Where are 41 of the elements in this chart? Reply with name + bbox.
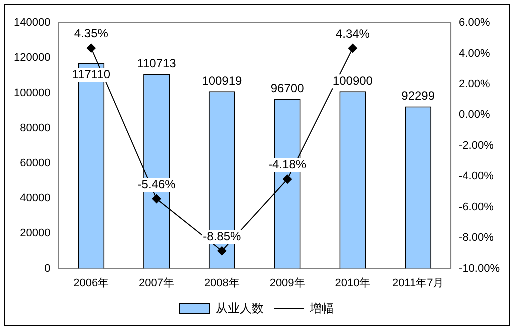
y-tick-label: 80000 [20, 122, 51, 134]
y2-tick-label: -6.00% [459, 201, 494, 214]
data-label: 100900 [332, 74, 374, 88]
point [152, 194, 162, 204]
y2-tick-label: 2.00% [459, 78, 490, 90]
y-tick-label: 60000 [20, 157, 51, 170]
x-tick-label: 2010年 [335, 277, 371, 290]
data-label: 96700 [270, 81, 305, 96]
x-tick-label: 2011年7月 [392, 277, 444, 290]
x-tick-label: 2009年 [270, 277, 306, 290]
y2-tick-label: 6.00% [459, 17, 490, 30]
y-tick-label: 100000 [14, 87, 51, 100]
x-tick-label: 2006年 [74, 277, 110, 290]
x-tick-label: 2007年 [139, 277, 175, 290]
data-label: 100919 [202, 74, 243, 88]
point [86, 44, 96, 53]
point [218, 246, 227, 256]
y2-tick-label: -2.00% [459, 140, 494, 152]
legend-label: 增幅 [309, 301, 334, 316]
y-tick-label: 0 [44, 262, 51, 275]
y2-tick-label: 0.00% [459, 109, 490, 122]
y2-tick-label: -4.00% [459, 170, 494, 183]
legend-label: 从业人数 [216, 301, 264, 316]
x-tick-label: 2008年 [204, 277, 240, 290]
y-tick-label: 20000 [20, 228, 51, 240]
data-label: -8.85% [203, 229, 242, 244]
y-tick-label: 140000 [14, 17, 51, 30]
data-label: -4.18% [268, 158, 307, 172]
y2-tick-label: 4.00% [459, 48, 490, 60]
y2-tick-label: -10.00% [459, 262, 500, 275]
data-label: -5.46% [138, 177, 176, 192]
data-label: 92299 [402, 89, 436, 104]
data-label: 4.34% [336, 26, 370, 41]
data-label: 110713 [137, 56, 177, 71]
y-tick-label: 40000 [20, 192, 51, 205]
data-label: 4.35% [74, 26, 109, 41]
point [283, 174, 292, 184]
y-tick-label: 120000 [14, 52, 51, 64]
y2-tick-label: -8.00% [459, 232, 494, 244]
point [348, 44, 358, 53]
data-label: 117110 [72, 68, 111, 82]
